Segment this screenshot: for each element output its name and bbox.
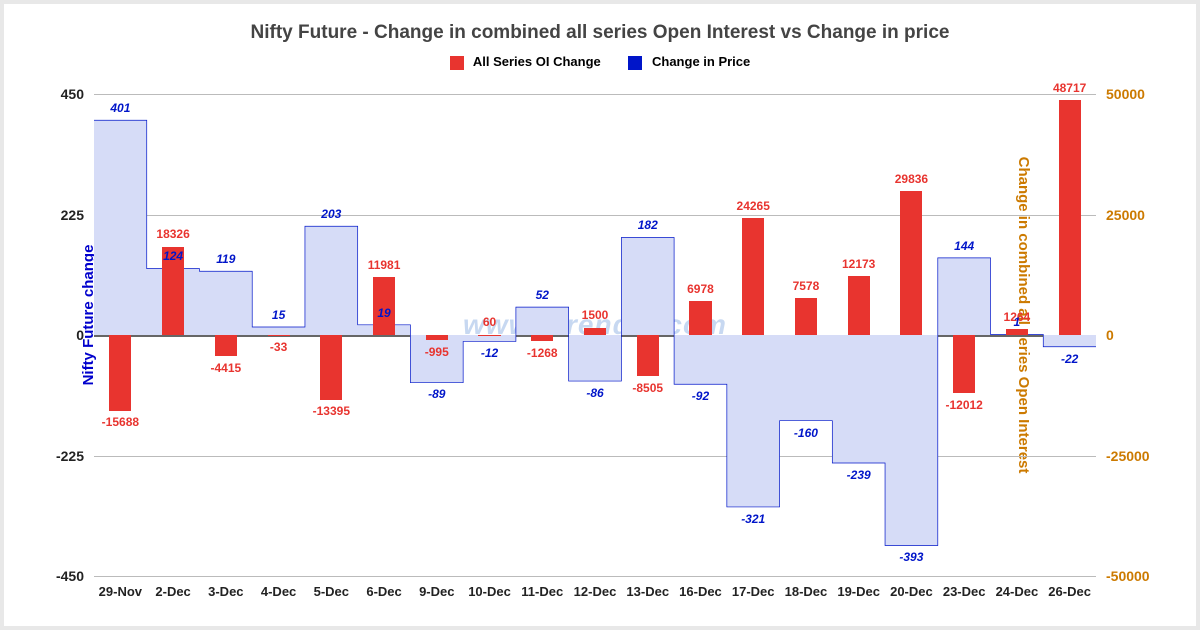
legend-swatch-oi — [450, 56, 464, 70]
oi-bar-label: 60 — [483, 315, 496, 329]
oi-bar-label: -4415 — [210, 361, 241, 375]
x-tick: 3-Dec — [208, 576, 243, 599]
x-tick: 12-Dec — [574, 576, 617, 599]
oi-bar — [953, 335, 975, 393]
y-tick-right: -25000 — [1096, 448, 1150, 464]
oi-bar-label: 7578 — [793, 279, 820, 293]
x-tick: 24-Dec — [996, 576, 1039, 599]
oi-bar-label: -13395 — [313, 404, 350, 418]
price-step-label: 401 — [110, 101, 130, 115]
oi-bar — [426, 335, 448, 340]
price-step-label: 182 — [638, 218, 658, 232]
y-tick-left: 225 — [61, 207, 94, 223]
price-step-label: -22 — [1061, 352, 1078, 366]
price-step-label: 1 — [1014, 315, 1021, 329]
oi-bar-label: 24265 — [737, 199, 770, 213]
y-tick-left: 0 — [76, 327, 94, 343]
x-tick: 11-Dec — [521, 576, 563, 599]
oi-bar — [1006, 329, 1028, 335]
oi-bar — [848, 276, 870, 335]
y-tick-right: 25000 — [1096, 207, 1145, 223]
price-step-label: 19 — [377, 306, 390, 320]
price-step-label: -12 — [481, 346, 498, 360]
y-tick-right: -50000 — [1096, 568, 1150, 584]
x-tick: 16-Dec — [679, 576, 722, 599]
oi-bar — [637, 335, 659, 376]
oi-bar-label: 1500 — [582, 308, 609, 322]
price-step-label: 119 — [216, 252, 235, 266]
oi-bar-label: 12173 — [842, 257, 875, 271]
oi-bar-label: -15688 — [102, 415, 139, 429]
oi-bar — [109, 335, 131, 411]
oi-bar — [215, 335, 237, 356]
oi-bar-label: -8505 — [632, 381, 663, 395]
y-tick-left: -225 — [56, 448, 94, 464]
chart-title: Nifty Future - Change in combined all se… — [4, 22, 1196, 44]
price-step-label: -239 — [847, 468, 871, 482]
oi-bar-label: -12012 — [945, 398, 982, 412]
y-tick-left: -450 — [56, 568, 94, 584]
legend-swatch-price — [628, 56, 642, 70]
chart-container: Nifty Future - Change in combined all se… — [0, 0, 1200, 630]
x-tick: 26-Dec — [1048, 576, 1091, 599]
x-tick: 19-Dec — [837, 576, 880, 599]
x-tick: 17-Dec — [732, 576, 775, 599]
oi-bar-label: 48717 — [1053, 81, 1086, 95]
x-tick: 6-Dec — [366, 576, 401, 599]
oi-bar — [689, 301, 711, 335]
oi-bar — [320, 335, 342, 400]
price-step-series — [94, 94, 1096, 576]
price-step-label: 144 — [954, 239, 974, 253]
price-step-label: 52 — [536, 288, 549, 302]
x-tick: 13-Dec — [626, 576, 669, 599]
x-tick: 18-Dec — [785, 576, 828, 599]
price-step-label: 203 — [321, 207, 341, 221]
oi-bar-label: -33 — [270, 340, 287, 354]
oi-bar-label: 11981 — [368, 258, 401, 272]
oi-bar — [531, 335, 553, 341]
oi-bar-label: 29836 — [895, 172, 928, 186]
oi-bar — [584, 328, 606, 335]
legend-item-oi: All Series OI Change — [450, 54, 601, 70]
oi-bar-label: 18326 — [156, 227, 189, 241]
price-step-label: -160 — [794, 426, 818, 440]
oi-bar — [900, 191, 922, 335]
x-tick: 10-Dec — [468, 576, 511, 599]
oi-bar-label: -995 — [425, 345, 449, 359]
legend-item-price: Change in Price — [628, 54, 750, 70]
x-tick: 9-Dec — [419, 576, 454, 599]
legend-label-price: Change in Price — [652, 54, 750, 69]
price-step-label: 124 — [163, 249, 183, 263]
y-tick-right: 50000 — [1096, 86, 1145, 102]
x-tick: 29-Nov — [99, 576, 142, 599]
oi-bar-label: 6978 — [687, 282, 714, 296]
oi-bar — [742, 218, 764, 335]
oi-bar-label: -1268 — [527, 346, 558, 360]
x-tick: 4-Dec — [261, 576, 296, 599]
legend: All Series OI Change Change in Price — [4, 54, 1196, 70]
oi-bar — [1059, 100, 1081, 335]
price-step-label: 15 — [272, 308, 285, 322]
oi-bar — [795, 298, 817, 335]
price-step-label: -92 — [692, 389, 709, 403]
x-tick: 20-Dec — [890, 576, 933, 599]
x-tick: 23-Dec — [943, 576, 986, 599]
x-tick: 2-Dec — [155, 576, 190, 599]
plot-area: www.vtrender.com -450-2250225450-50000-2… — [94, 94, 1096, 576]
price-step-label: -89 — [428, 387, 445, 401]
y-tick-left: 450 — [61, 86, 94, 102]
legend-label-oi: All Series OI Change — [473, 54, 601, 69]
price-step-label: -86 — [586, 386, 603, 400]
price-step-label: -393 — [899, 550, 923, 564]
price-step-label: -321 — [741, 512, 765, 526]
y-tick-right: 0 — [1096, 327, 1114, 343]
x-tick: 5-Dec — [314, 576, 349, 599]
